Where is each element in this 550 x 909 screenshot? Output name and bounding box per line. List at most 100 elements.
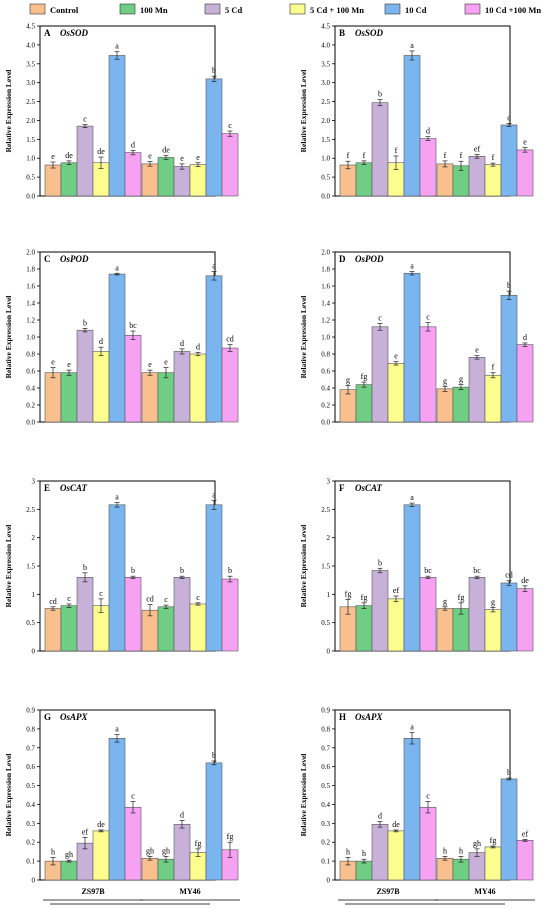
y-tick-label: 0.2 [26, 839, 35, 847]
significance-letter: b [83, 319, 87, 328]
significance-letter: d [180, 811, 184, 820]
significance-letter: ef [82, 828, 89, 837]
bar [468, 577, 486, 652]
y-tick-label: 0.3 [321, 820, 330, 828]
y-tick-label: 2.0 [321, 249, 330, 257]
bar [516, 840, 534, 881]
legend-label: Control [50, 5, 79, 15]
y-tick-label: 3.5 [321, 60, 330, 68]
legend-swatch [464, 3, 481, 15]
legend-swatch [289, 3, 306, 15]
bar [468, 357, 486, 423]
significance-letter: a [410, 493, 414, 502]
y-tick-label: 1.6 [321, 283, 330, 291]
y-tick-label: 1 [327, 591, 331, 599]
bar [339, 164, 357, 197]
y-tick-label: 1.5 [26, 563, 35, 571]
significance-letter: b [378, 558, 382, 567]
y-tick-label: 0.0 [26, 193, 35, 201]
bar [189, 353, 207, 423]
bar [355, 162, 373, 197]
significance-letter: e [394, 352, 398, 361]
panel-f: 0 0.5 1 1.5 2 2.5 3 Relative Expression Level F O… [299, 478, 534, 656]
y-tick-label: 4.0 [321, 41, 330, 49]
legend-swatch [204, 3, 221, 15]
bar [500, 295, 518, 423]
significance-letter: c [196, 593, 200, 602]
significance-letter: a [212, 262, 216, 271]
significance-letter: fg [227, 832, 234, 841]
panel-letter: C [44, 254, 51, 264]
y-tick-label: 2 [327, 534, 331, 542]
bar [484, 374, 502, 423]
y-tick-label: 0.7 [26, 744, 35, 752]
group-label: ZS97B [81, 887, 105, 896]
bar [173, 351, 191, 423]
y-tick-label: 3 [32, 478, 36, 486]
y-tick-label: 0.5 [26, 782, 35, 790]
y-tick-label: 0.6 [26, 763, 35, 771]
y-tick-label: 0.8 [26, 725, 35, 733]
bar [221, 133, 239, 197]
y-tick-label: 1.5 [321, 563, 330, 571]
significance-letter: fg [345, 589, 352, 598]
y-axis-label: Relative Expression Level [4, 754, 13, 837]
significance-letter: d [99, 337, 103, 346]
bar [371, 326, 389, 423]
group-label: MY46 [179, 887, 200, 896]
y-tick-label: 0.8 [321, 725, 330, 733]
significance-letter: b [180, 566, 184, 575]
bar [141, 372, 159, 423]
significance-letter: e [475, 346, 479, 355]
y-tick-label: 0.5 [321, 619, 330, 627]
legend-swatch [119, 3, 136, 15]
bar [124, 806, 142, 881]
y-tick-label: 1.0 [26, 155, 35, 163]
y-axis-label: Relative Expression Level [299, 296, 308, 379]
significance-letter: c [378, 313, 382, 322]
significance-letter: g [346, 375, 350, 384]
gene-label: OsCAT [60, 483, 88, 493]
bar [403, 504, 421, 652]
significance-letter: a [115, 42, 119, 51]
bar [403, 272, 421, 423]
y-tick-label: 0 [327, 877, 331, 885]
y-tick-label: 0.0 [26, 419, 35, 427]
bar [157, 606, 175, 652]
gene-label: OsCAT [355, 483, 383, 493]
bar [500, 778, 518, 881]
significance-letter: e [164, 358, 168, 367]
bar [403, 738, 421, 881]
y-tick-label: 0.2 [26, 402, 35, 410]
significance-letter: b [212, 66, 216, 75]
y-tick-label: 0.0 [321, 419, 330, 427]
significance-letter: fg [458, 593, 465, 602]
significance-letter: b [83, 563, 87, 572]
significance-letter: ef [522, 829, 529, 838]
y-tick-label: 0.5 [321, 782, 330, 790]
panel-letter: D [339, 254, 346, 264]
y-tick-label: 4.5 [26, 23, 35, 31]
bar [500, 124, 518, 197]
panel-letter: E [44, 483, 50, 493]
significance-letter: c [507, 113, 511, 122]
significance-letter: d [378, 811, 382, 820]
bar [387, 363, 405, 423]
significance-letter: g [443, 597, 447, 606]
y-tick-label: 2 [32, 534, 36, 542]
bar [76, 577, 94, 652]
significance-letter: e [148, 360, 152, 369]
significance-letter: g [491, 597, 495, 606]
y-tick-label: 0.3 [26, 820, 35, 828]
significance-letter: d [426, 127, 430, 136]
y-axis-label: Relative Expression Level [4, 525, 13, 608]
bar [124, 334, 142, 423]
bar [108, 738, 126, 881]
significance-letter: f [492, 363, 495, 372]
significance-letter: cd [505, 571, 513, 580]
y-tick-label: 0.1 [26, 858, 35, 866]
bar [355, 860, 373, 881]
bar [371, 102, 389, 197]
y-tick-label: 0.7 [321, 744, 330, 752]
y-tick-label: 0.0 [321, 193, 330, 201]
